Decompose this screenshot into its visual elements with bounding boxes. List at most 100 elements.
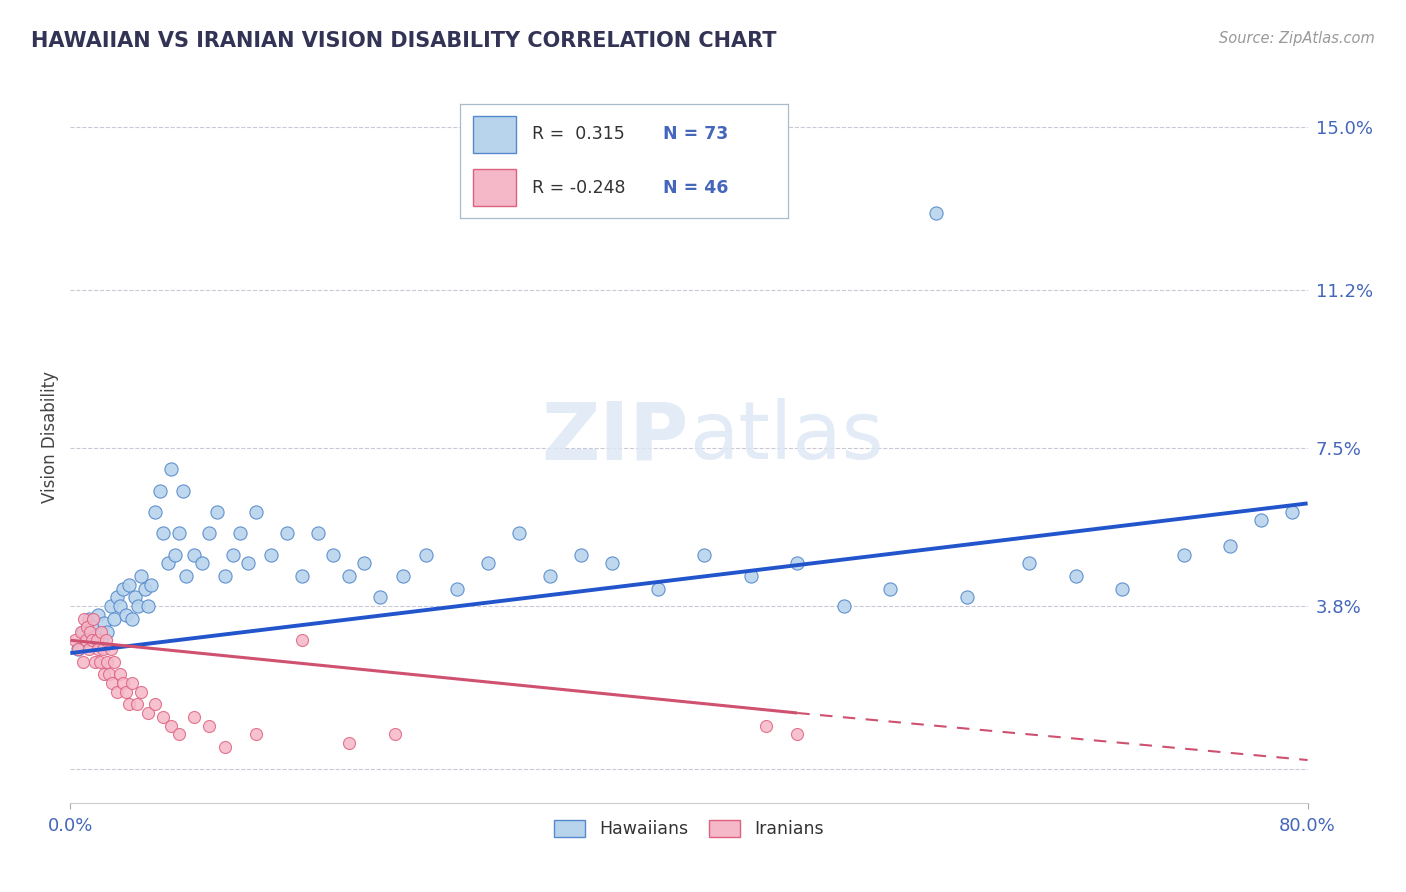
Point <box>172 483 194 498</box>
Point <box>80 633 103 648</box>
Point <box>152 710 174 724</box>
Point <box>91 641 114 656</box>
Text: HAWAIIAN VS IRANIAN VISION DISABILITY CORRELATION CHART: HAWAIIAN VS IRANIAN VISION DISABILITY CO… <box>31 31 776 51</box>
Point <box>96 624 118 639</box>
Point <box>1064 569 1087 583</box>
Point <box>136 706 159 720</box>
Point <box>392 569 415 583</box>
Point <box>508 526 530 541</box>
Text: ZIP: ZIP <box>541 398 689 476</box>
Point <box>956 591 979 605</box>
Point <box>165 548 187 562</box>
Point <box>89 655 111 669</box>
Point <box>368 591 391 605</box>
Point <box>755 719 778 733</box>
Point <box>105 591 128 605</box>
Point <box>72 655 94 669</box>
Point <box>75 633 97 648</box>
Point <box>167 526 190 541</box>
Point <box>174 569 197 583</box>
Point <box>63 633 86 648</box>
Point <box>260 548 283 562</box>
Point <box>925 205 948 219</box>
Point <box>98 667 120 681</box>
Point <box>90 633 112 648</box>
Point <box>198 719 221 733</box>
Point <box>77 641 100 656</box>
Point <box>384 727 406 741</box>
Point <box>693 548 716 562</box>
Point <box>96 655 118 669</box>
Point <box>276 526 298 541</box>
Point <box>101 676 124 690</box>
Point <box>353 556 375 570</box>
Point <box>183 548 205 562</box>
Point <box>198 526 221 541</box>
Point <box>569 548 592 562</box>
Point <box>160 462 183 476</box>
Point <box>291 633 314 648</box>
Point <box>131 569 153 583</box>
Point <box>1173 548 1195 562</box>
Point <box>125 698 148 712</box>
Point <box>93 667 115 681</box>
Point <box>1018 556 1040 570</box>
Point <box>160 719 183 733</box>
Point <box>121 676 143 690</box>
Point <box>156 556 179 570</box>
Point <box>647 582 669 596</box>
Point <box>786 556 808 570</box>
Point <box>82 612 105 626</box>
Point <box>145 698 166 712</box>
Point <box>1219 539 1241 553</box>
Y-axis label: Vision Disability: Vision Disability <box>41 371 59 503</box>
Point <box>446 582 468 596</box>
Point <box>214 740 236 755</box>
Point <box>538 569 561 583</box>
Point <box>149 483 172 498</box>
Point <box>145 505 166 519</box>
Point <box>127 599 149 613</box>
Point <box>229 526 252 541</box>
Point <box>84 655 107 669</box>
Point <box>100 599 122 613</box>
Point <box>94 633 117 648</box>
Point <box>832 599 855 613</box>
Point <box>322 548 344 562</box>
Point <box>90 624 112 639</box>
Text: Source: ZipAtlas.com: Source: ZipAtlas.com <box>1219 31 1375 46</box>
Point <box>93 616 115 631</box>
Point <box>600 556 623 570</box>
Point <box>73 612 96 626</box>
Point <box>121 612 143 626</box>
Point <box>207 505 229 519</box>
Point <box>245 505 267 519</box>
Point <box>103 612 125 626</box>
Point <box>191 556 214 570</box>
Point <box>477 556 499 570</box>
Point <box>67 641 90 656</box>
Point <box>183 710 205 724</box>
Point <box>1111 582 1133 596</box>
Point <box>87 641 110 656</box>
Point <box>879 582 901 596</box>
Point <box>136 599 159 613</box>
Point <box>118 698 141 712</box>
Point <box>111 676 134 690</box>
Point <box>238 556 260 570</box>
Point <box>108 667 131 681</box>
Point <box>105 684 128 698</box>
Point <box>111 582 134 596</box>
Point <box>108 599 131 613</box>
Point <box>80 620 103 634</box>
Point <box>72 624 94 639</box>
Point <box>103 655 125 669</box>
Legend: Hawaiians, Iranians: Hawaiians, Iranians <box>547 813 831 846</box>
Point <box>152 526 174 541</box>
Point <box>415 548 437 562</box>
Point <box>70 624 93 639</box>
Point <box>67 641 90 656</box>
Point <box>222 548 245 562</box>
Point <box>86 633 108 648</box>
Point <box>131 684 153 698</box>
